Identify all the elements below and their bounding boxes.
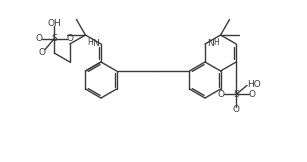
Text: O: O bbox=[248, 90, 255, 99]
Text: H: H bbox=[87, 38, 93, 47]
Text: O: O bbox=[233, 105, 240, 115]
Text: O: O bbox=[39, 48, 46, 57]
Text: N: N bbox=[207, 40, 214, 48]
Text: OH: OH bbox=[47, 18, 61, 28]
Text: N: N bbox=[92, 40, 99, 48]
Text: O: O bbox=[35, 34, 42, 43]
Text: O: O bbox=[66, 34, 73, 43]
Text: HO: HO bbox=[247, 80, 261, 89]
Text: O: O bbox=[217, 90, 224, 99]
Text: S: S bbox=[51, 34, 57, 43]
Text: H: H bbox=[213, 38, 219, 47]
Text: S: S bbox=[233, 90, 239, 99]
